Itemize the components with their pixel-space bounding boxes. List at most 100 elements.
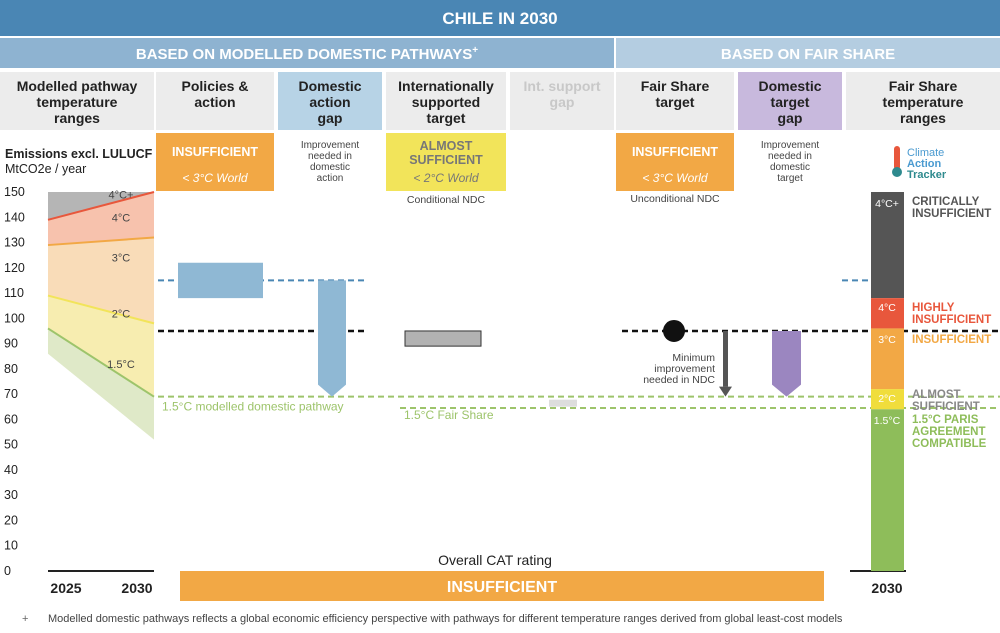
range-label: 1.5°C [107,359,135,371]
domgap-note-4: action [317,173,344,184]
col-dtg-l3: gap [778,110,803,126]
col-policies-l1: Policies & [182,78,249,94]
fs-legend-label: SUFFICIENT [912,401,980,413]
y-tick-label: 150 [4,185,25,199]
col-modelled-l2: temperature [37,94,118,110]
y-tick-label: 20 [4,513,18,527]
policies-range-box [178,262,263,299]
min-improvement-note: Minimum [672,352,715,364]
range-label: 2°C [112,308,131,320]
x-tick-label: 2030 [121,580,152,596]
y-tick-label: 100 [4,311,25,325]
range-band [48,295,154,397]
domgap-note-3: domestic [310,162,350,173]
fs-legend-label: 1.5°C PARIS [912,414,979,426]
col-bg-policies [156,72,274,130]
pathway-1-5-label: 1.5°C modelled domestic pathway [162,400,344,414]
domestic-target-gap-arrow [772,330,801,397]
col-bg-dom-target-gap [738,72,842,130]
intl-rating-label-1: ALMOST [420,139,473,153]
fs-legend-label: AGREEMENT [912,426,985,438]
col-domgap-l2: action [309,94,350,110]
y-axis-label-1: Emissions excl. LULUCF [5,147,153,161]
footnote-mark: + [22,613,28,625]
min-improvement-arrow-shaft [723,330,728,387]
col-domgap-l1: Domestic [298,78,361,94]
fs-legend-label: INSUFFICIENT [912,314,991,326]
x-tick-label: 2025 [50,580,81,596]
y-tick-label: 70 [4,387,18,401]
page-title: CHILE IN 2030 [442,9,557,28]
y-tick-label: 80 [4,362,18,376]
logo-line-2: Action [907,158,942,170]
climate-action-tracker-logo: Climate Action Tracker [892,146,947,181]
min-improvement-arrow-head [719,386,732,397]
y-tick-label: 50 [4,438,18,452]
right-section-title: BASED ON FAIR SHARE [721,46,895,63]
fs-legend-label: ALMOST [912,389,961,401]
fair-share-1-5-label: 1.5°C Fair Share [404,408,494,422]
policies-rating-box [156,133,274,191]
min-improvement-note: improvement [654,363,715,375]
col-intl-l1: Internationally [398,78,494,94]
right-section-bar [616,38,1000,68]
overall-caption: Overall CAT rating [438,552,552,568]
fs-band-level: 1.5°C [874,415,901,427]
fs-legend-label: CRITICALLY [912,196,980,208]
col-bg-fs-ranges [846,72,1000,130]
fs-band [871,389,904,410]
dtg-note-3: domestic [770,162,810,173]
policies-rating-sub: < 3°C World [182,171,247,185]
col-intlgap-l2: gap [550,94,575,110]
fs-legend-label: INSUFFICIENT [912,334,991,346]
fs-band-level: 2°C [878,393,896,405]
intl-support-gap-placeholder [549,399,577,407]
col-fair-l2: target [656,94,695,110]
y-tick-label: 10 [4,539,18,553]
fs-legend-label: HIGHLY [912,302,955,314]
logo-line-3: Tracker [907,169,947,181]
col-fs-l1: Fair Share [889,78,958,94]
fs-band [871,409,904,571]
col-fs-l2: temperature [883,94,964,110]
col-bg-intl-gap [510,72,614,130]
col-modelled-l3: ranges [54,110,100,126]
fs-legend-label: INSUFFICIENT [912,208,991,220]
fs-band-level: 4°C [878,302,896,314]
title-bar [0,0,1000,36]
fair-rating-label: INSUFFICIENT [632,145,718,159]
boundary-line [47,236,155,247]
domgap-note-1: Improvement [301,140,360,151]
intl-rating-box [386,133,506,191]
domestic-action-gap-arrow [318,280,346,397]
col-dtg-l2: target [771,94,810,110]
domgap-note-2: needed in [308,151,352,162]
col-policies-l2: action [194,94,235,110]
fs-legend-label: COMPATIBLE [912,438,987,450]
intl-rating-label-2: SUFFICIENT [409,153,483,167]
col-intl-l3: target [427,110,466,126]
fs-band-level: 3°C [878,334,896,346]
col-fs-l3: ranges [900,110,946,126]
left-section-bar [0,38,614,68]
col-bg-modelled [0,72,154,130]
thermometer-icon [894,146,900,170]
range-label: 4°C+ [109,190,134,202]
left-section-title: BASED ON MODELLED DOMESTIC PATHWAYS+ [136,45,478,63]
boundary-line [47,294,155,325]
dtg-note-2: needed in [768,151,812,162]
col-bg-domestic-gap [278,72,382,130]
y-tick-label: 110 [4,286,24,300]
col-intlgap-l1: Int. support [524,78,601,94]
fs-band [871,298,904,329]
intl-target-box [404,330,482,347]
ndc-target-dot [663,319,685,342]
y-tick-label: 90 [4,337,18,351]
dtg-note-1: Improvement [761,140,820,151]
overall-rating: INSUFFICIENT [447,579,557,596]
fs-band [871,192,904,299]
col-modelled-l1: Modelled pathway [17,78,138,94]
fair-rating-note: Unconditional NDC [630,193,720,205]
